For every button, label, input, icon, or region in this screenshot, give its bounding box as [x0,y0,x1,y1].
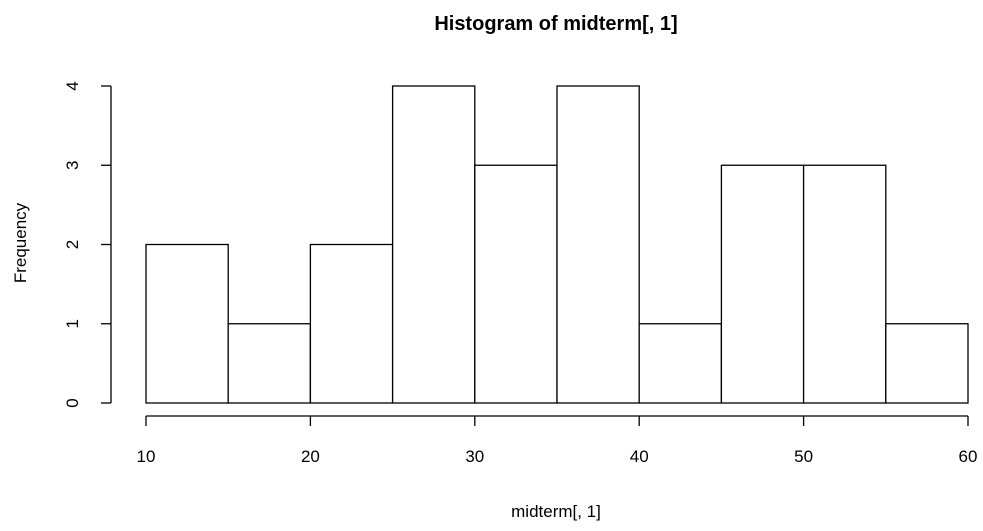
y-axis-label: Frequency [11,202,30,283]
x-tick-label: 60 [959,447,978,466]
x-tick-label: 50 [794,447,813,466]
x-tick-label: 20 [301,447,320,466]
bars-group [145,85,969,404]
histogram-bar [802,164,887,404]
histogram-bar [474,164,558,404]
y-axis: 0 1 2 3 4 [63,81,112,408]
histogram-bar [145,243,229,404]
histogram-bar [391,85,476,404]
x-tick-label: 10 [137,447,156,466]
y-tick-label: 0 [63,398,82,407]
y-tick-label: 3 [63,161,82,170]
histogram-bar [227,323,312,404]
histogram-bar [638,323,723,404]
x-tick-label: 30 [465,447,484,466]
histogram-bar [720,164,805,404]
histogram-bar [556,85,640,404]
y-tick-label: 2 [63,240,82,249]
chart-title: Histogram of midterm[, 1] [434,13,677,35]
x-axis-label: midterm[, 1] [511,502,601,521]
histogram-bar [885,323,969,404]
x-tick-label: 40 [630,447,649,466]
y-tick-label: 4 [63,81,82,90]
y-tick-label: 1 [63,319,82,328]
histogram-bar [309,243,394,404]
x-axis: 10 20 30 40 50 60 [137,415,978,466]
